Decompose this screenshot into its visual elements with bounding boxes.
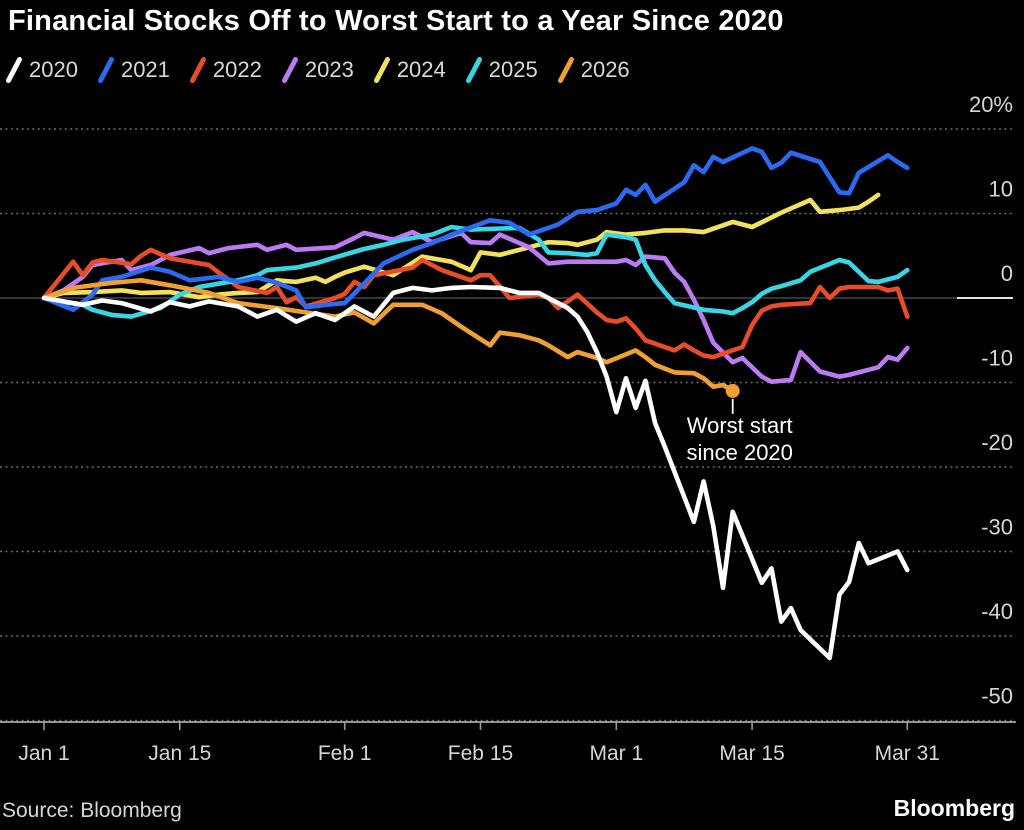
x-tick-label: Jan 1: [18, 742, 69, 765]
bloomberg-logo: Bloomberg: [893, 795, 1015, 821]
legend-swatch-stroke: [465, 57, 482, 83]
legend-item-label: 2025: [488, 57, 538, 82]
legend-item-2022: 2022: [189, 57, 262, 83]
y-tick-label: -30: [981, 515, 1013, 540]
x-tick-label: Feb 15: [448, 742, 513, 765]
legend-item-2021: 2021: [97, 57, 170, 83]
series-line-2026: [41, 278, 735, 394]
y-tick-label: 0: [1001, 261, 1013, 286]
series-end-dot-2026: [725, 383, 740, 398]
legend-item-label: 2023: [304, 57, 354, 82]
legend-swatch-stroke: [6, 57, 22, 83]
legend-item-label: 2022: [212, 57, 262, 82]
legend-swatch-icon: [373, 57, 390, 83]
legend-swatch-icon: [189, 57, 206, 83]
legend-item-2020: 2020: [6, 57, 78, 83]
annotation-text: Worst start: [687, 413, 793, 438]
x-tick-label: Mar 31: [875, 742, 940, 765]
legend-swatch-icon: [6, 57, 22, 83]
legend-item-2025: 2025: [465, 57, 538, 83]
legend-swatch-stroke: [557, 57, 574, 83]
y-tick-label: -10: [981, 346, 1013, 371]
series-line-2020: [41, 284, 910, 661]
legend-swatch-icon: [465, 57, 482, 83]
legend-swatch-stroke: [97, 57, 114, 83]
legend-item-2024: 2024: [373, 57, 446, 83]
chart-title: Financial Stocks Off to Worst Start to a…: [8, 5, 784, 37]
source-note: Source: Bloomberg: [2, 799, 182, 822]
legend-swatch-icon: [281, 57, 298, 83]
x-tick-label: Jan 15: [148, 742, 211, 765]
legend-swatch-icon: [557, 57, 574, 83]
legend-swatch-stroke: [189, 57, 206, 83]
y-tick-label: 10: [989, 177, 1013, 202]
x-tick-label: Feb 1: [318, 742, 372, 765]
legend-item-label: 2024: [396, 57, 446, 82]
x-tick-label: Mar 1: [589, 742, 643, 765]
legend-item-label: 2026: [580, 57, 630, 82]
legend-item-2023: 2023: [281, 57, 354, 83]
legend-item-label: 2020: [29, 57, 78, 82]
y-tick-label: -20: [981, 430, 1013, 455]
legend-swatch-stroke: [373, 57, 390, 83]
legend-item-2026: 2026: [557, 57, 630, 83]
x-tick-label: Mar 15: [719, 742, 784, 765]
legend-swatch-icon: [97, 57, 114, 83]
series-line-2025: [41, 224, 910, 319]
y-tick-label: -40: [981, 599, 1013, 624]
y-tick-label: -50: [981, 684, 1013, 709]
series-line-2024: [41, 192, 881, 301]
legend: 2020 2021 2022 2023 2024 2025 2026: [6, 57, 630, 83]
series-line-2021: [41, 146, 910, 313]
series-line-2023: [41, 229, 910, 384]
y-tick-label: 20%: [969, 92, 1013, 117]
annotation-text: since 2020: [686, 440, 792, 465]
legend-item-label: 2021: [120, 57, 170, 82]
legend-swatch-stroke: [281, 57, 298, 83]
